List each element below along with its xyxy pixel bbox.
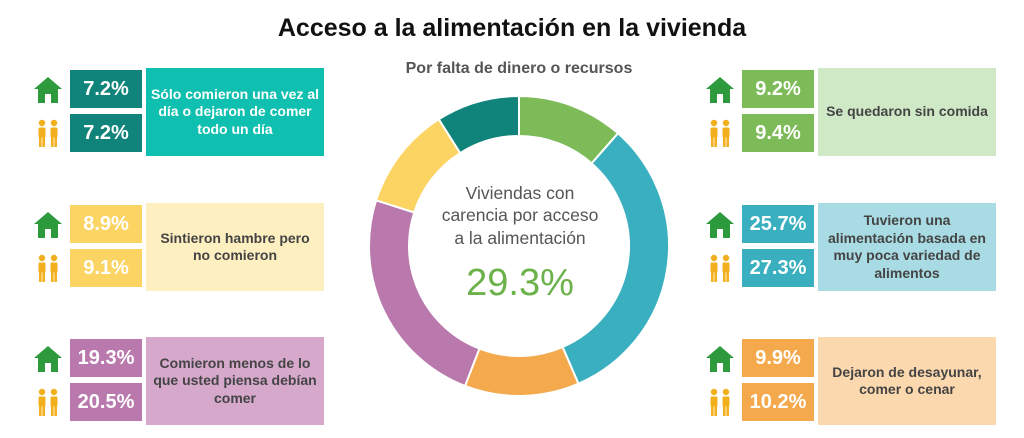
household-percent: 8.9%	[70, 205, 142, 243]
household-percent: 7.2%	[70, 70, 142, 108]
panel-label: Comieron menos de lo que usted piensa de…	[146, 337, 324, 425]
panel-values: 8.9% 9.1%	[70, 203, 142, 291]
panel-values: 9.2% 9.4%	[742, 68, 814, 156]
house-icon	[32, 74, 64, 106]
center-line: a la alimentación	[454, 227, 586, 248]
panel-label: Dejaron de desayunar, comer o cenar	[818, 337, 996, 425]
panel-sin-comida: 9.2% 9.4% Se quedaron sin comida	[702, 68, 1000, 156]
panel-icons	[30, 337, 66, 425]
panel-icons	[702, 203, 738, 291]
panel-poca-variedad: 25.7% 27.3% Tuvieron una alimentación ba…	[702, 203, 1000, 291]
panel-icons	[702, 337, 738, 425]
house-icon	[704, 343, 736, 375]
persons-percent: 10.2%	[742, 383, 814, 421]
center-line: Viviendas con	[465, 183, 575, 203]
panel-desayunar: 9.9% 10.2% Dejaron de desayunar, comer o…	[702, 337, 1000, 425]
donut-slice	[437, 94, 520, 155]
chart-subtitle: Por falta de dinero o recursos	[405, 60, 633, 77]
household-percent: 25.7%	[742, 205, 814, 243]
household-percent: 9.9%	[742, 339, 814, 377]
people-icon	[32, 387, 64, 419]
panel-icons	[30, 203, 66, 291]
donut-center-value: 29.3%	[466, 262, 574, 304]
people-icon	[32, 253, 64, 285]
donut-center-label: Viviendas con carencia por acceso a la a…	[420, 182, 620, 249]
panel-values: 25.7% 27.3%	[742, 203, 814, 291]
panel-icons	[702, 68, 738, 156]
household-percent: 19.3%	[70, 339, 142, 377]
people-icon	[704, 253, 736, 285]
house-icon	[704, 209, 736, 241]
house-icon	[704, 74, 736, 106]
house-icon	[32, 343, 64, 375]
panel-values: 19.3% 20.5%	[70, 337, 142, 425]
center-line: carencia por acceso	[441, 205, 599, 226]
panel-values: 7.2% 7.2%	[70, 68, 142, 156]
persons-percent: 7.2%	[70, 114, 142, 152]
panel-label: Sólo comieron una vez al día o dejaron d…	[146, 68, 324, 156]
donut-slice	[463, 345, 580, 397]
panel-values: 9.9% 10.2%	[742, 337, 814, 425]
persons-percent: 20.5%	[70, 383, 142, 421]
panel-icons	[30, 68, 66, 156]
panel-hambre: 8.9% 9.1% Sintieron hambre pero no comie…	[30, 203, 324, 291]
persons-percent: 27.3%	[742, 249, 814, 287]
people-icon	[704, 387, 736, 419]
people-icon	[32, 118, 64, 150]
donut-slice	[561, 131, 670, 386]
panel-menos: 19.3% 20.5% Comieron menos de lo que ust…	[30, 337, 324, 425]
house-icon	[32, 209, 64, 241]
household-percent: 9.2%	[742, 70, 814, 108]
chart-title: Acceso a la alimentación en la vivienda	[277, 14, 747, 42]
panel-label: Se quedaron sin comida	[818, 68, 996, 156]
panel-una-vez: 7.2% 7.2% Sólo comieron una vez al día o…	[30, 68, 324, 156]
panel-label: Sintieron hambre pero no comieron	[146, 203, 324, 291]
panel-label: Tuvieron una alimentación basada en muy …	[818, 203, 996, 291]
persons-percent: 9.4%	[742, 114, 814, 152]
people-icon	[704, 118, 736, 150]
persons-percent: 9.1%	[70, 249, 142, 287]
